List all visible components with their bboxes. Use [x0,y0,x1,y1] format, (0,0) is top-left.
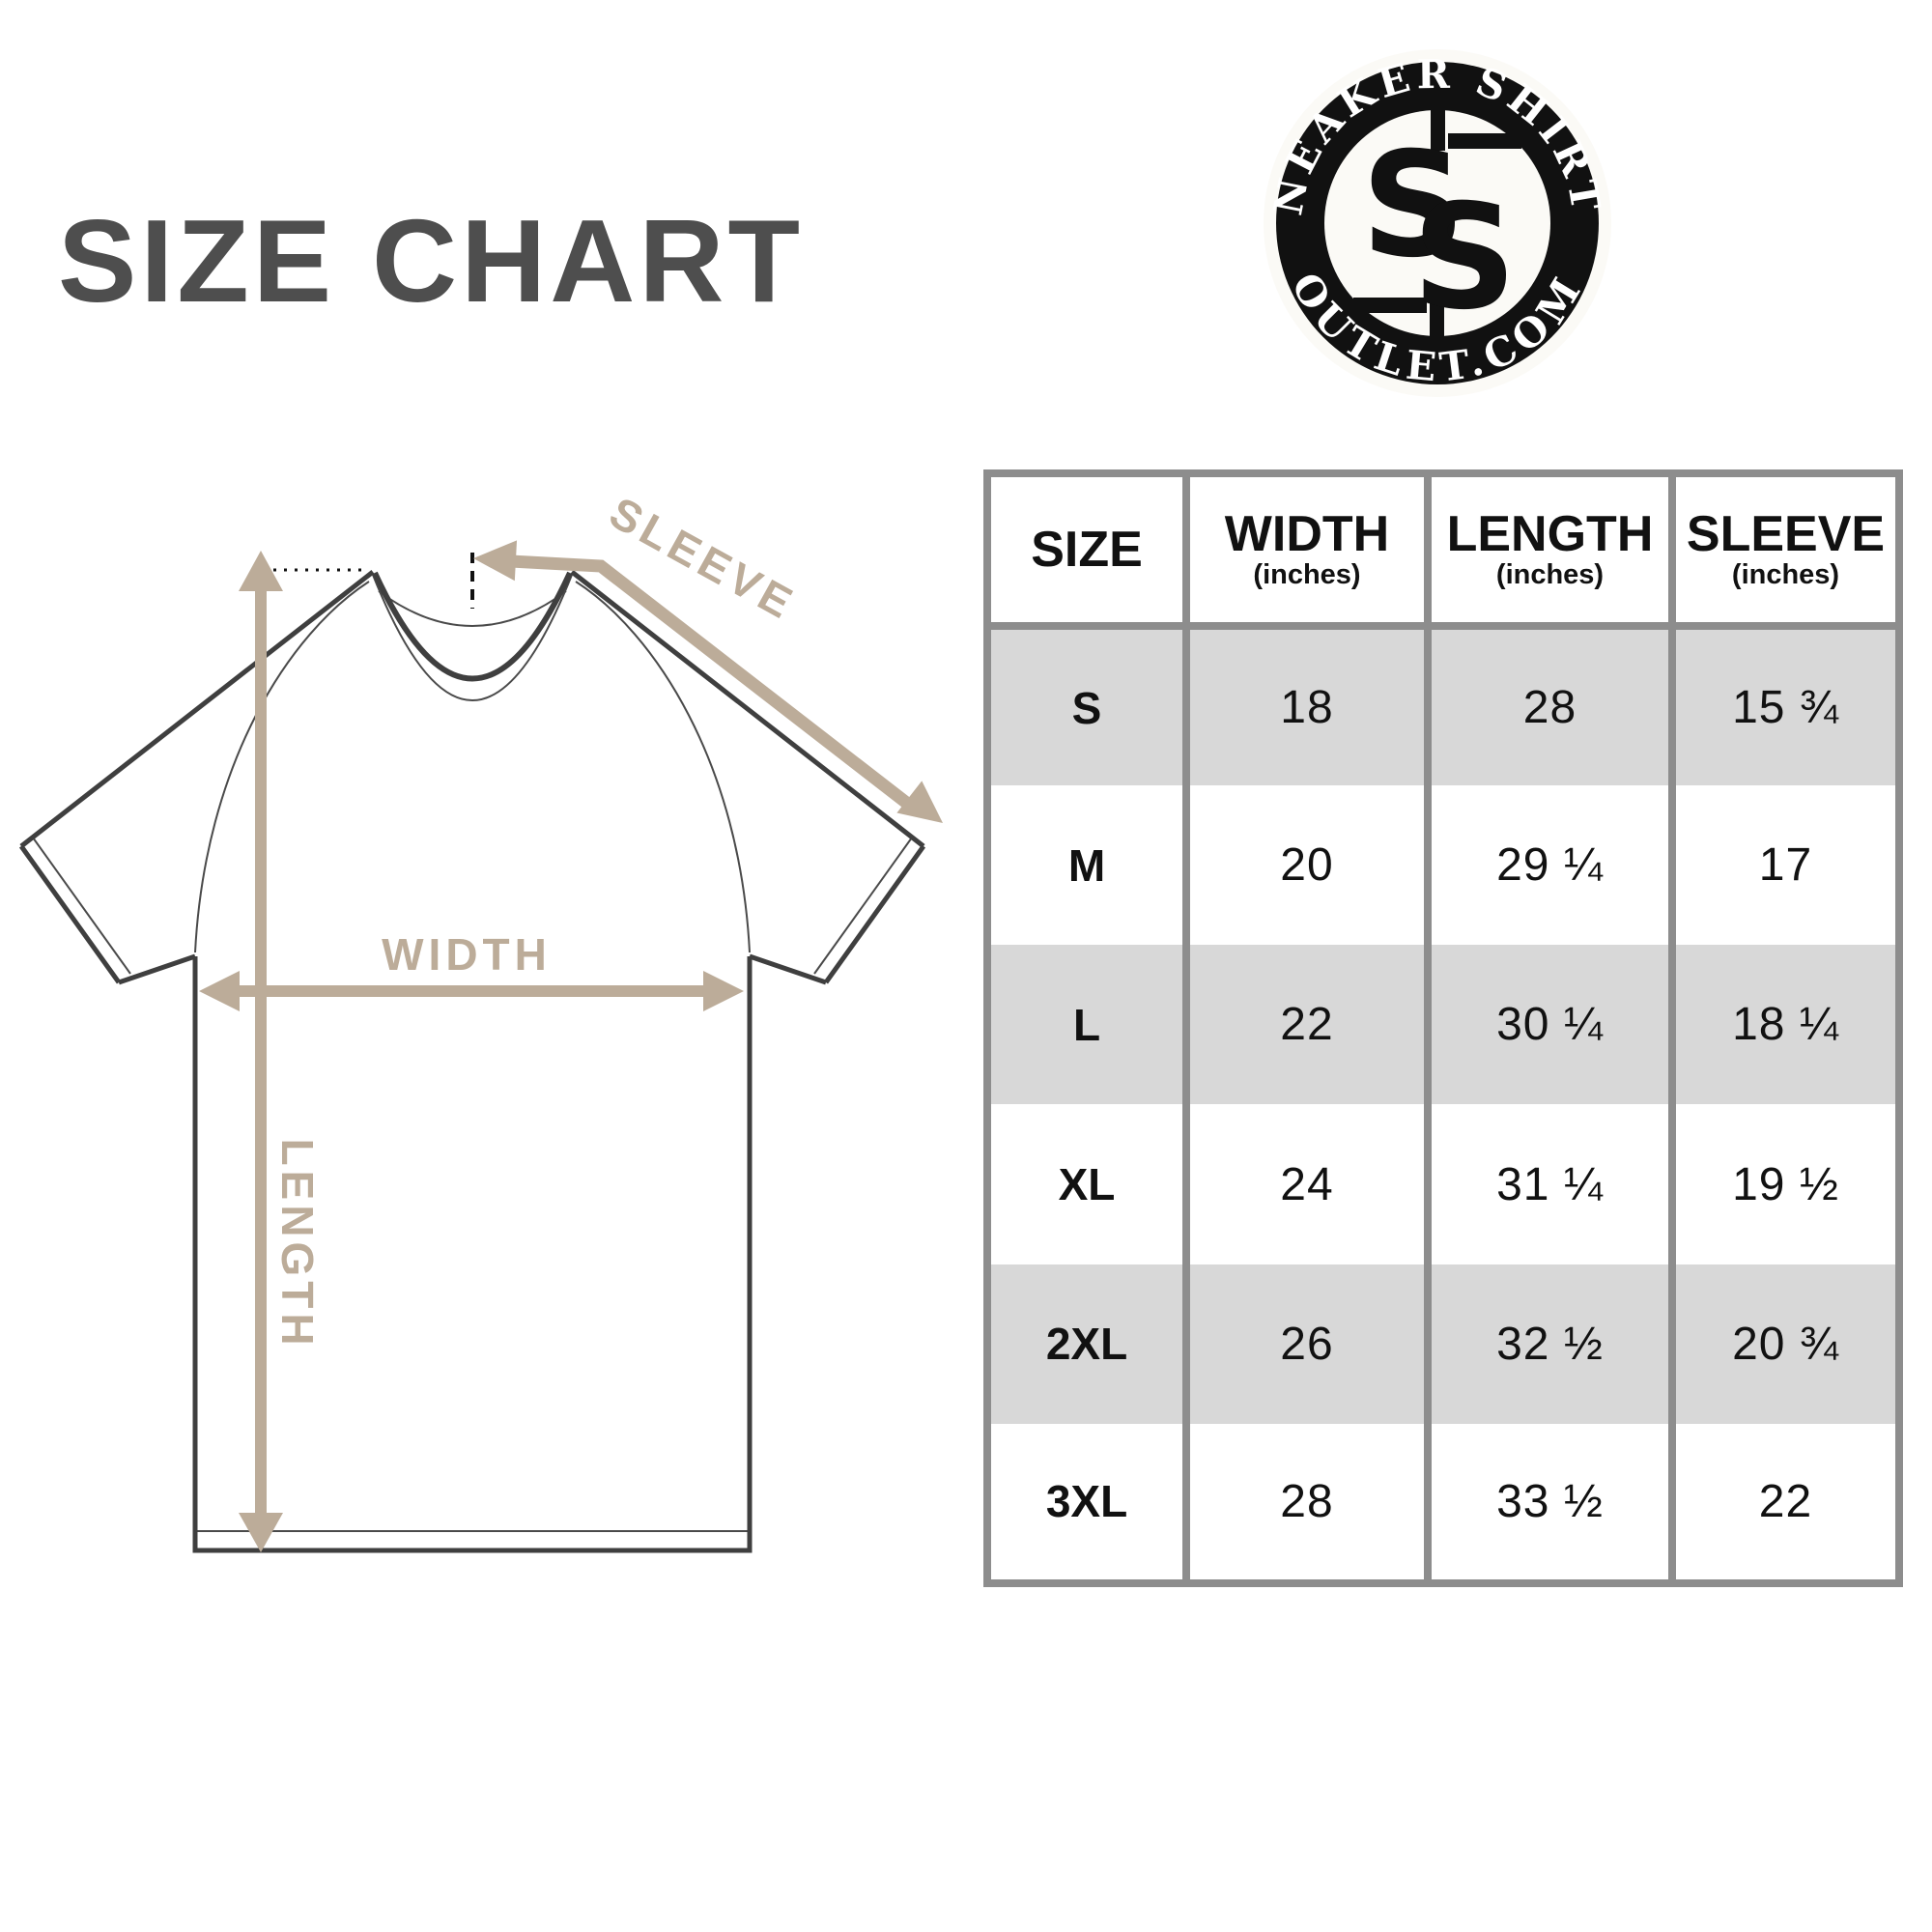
measurement-arrows [199,540,943,1552]
width-value: 26 [1182,1264,1428,1424]
monogram-top-bar [1448,133,1521,149]
right-cuff-seam [813,837,913,975]
cuff-edges [18,844,926,984]
col-header-size-label: SIZE [1031,521,1143,578]
table-row-l: L 22 30 ¼ 18 ¼ [987,945,1899,1105]
size-value: 3XL [1045,1476,1128,1527]
width-arrow-left-head [199,971,240,1011]
length-arrow-up-head [239,551,283,591]
sleeve-value: 22 [1668,1423,1899,1583]
length-value: 29 ¼ [1424,785,1672,946]
monogram-top-stub [1431,110,1445,151]
width-value: 22 [1182,945,1428,1105]
col-header-length-label: LENGTH [1446,505,1654,562]
monogram-bottom-bar [1353,298,1427,313]
sleeve-value: 17 [1668,785,1899,946]
width-value: 28 [1182,1423,1428,1583]
size-table-header: SIZE WIDTH (inches) LENGTH (inches) SLEE… [987,473,1899,630]
sleeve-arrow-left-head [473,540,518,582]
table-row-xl: XL 24 31 ¼ 19 ½ [987,1104,1899,1264]
size-value: M [1067,839,1106,891]
sleeve-value: 15 ¾ [1668,626,1899,786]
collar-back-line [378,590,567,627]
width-label: WIDTH [382,929,552,980]
left-cuff-seam [32,837,131,975]
monogram-s2: S [1412,174,1517,342]
sleeve-value: 20 ¾ [1668,1264,1899,1424]
collar-front-edge [372,571,573,682]
underarm-edges [118,953,827,985]
width-arrow-shaft [238,985,705,997]
collar-outer-seam [372,574,573,701]
sleeve-label: SLEEVE [602,487,805,630]
brand-logo-badge: SNEAKER SHIRTS OUTLET.COM S S [1259,44,1611,397]
length-arrow-shaft [255,587,267,1517]
col-header-sleeve-sub: (inches) [1731,559,1840,591]
length-value: 31 ¼ [1424,1104,1672,1264]
tshirt-thin-lines [32,574,913,1532]
length-value: 32 ½ [1424,1264,1672,1424]
width-value: 24 [1182,1104,1428,1264]
length-value: 30 ¼ [1424,945,1672,1105]
length-value: 28 [1424,626,1672,786]
body-edges [192,956,753,1553]
size-value: L [1072,999,1101,1050]
table-row-s: S 18 28 15 ¾ [987,626,1899,786]
right-shoulder-seam [575,581,751,953]
shoulder-edges [19,570,925,848]
length-value: 33 ½ [1424,1423,1672,1583]
page-title: SIZE CHART [58,195,804,327]
sleeve-arrow-right-head [896,781,943,823]
sleeve-value: 19 ½ [1668,1104,1899,1264]
col-header-width-sub: (inches) [1253,559,1361,591]
tshirt-outline [18,570,926,1553]
col-header-size: SIZE [987,473,1186,630]
width-arrow-right-head [703,971,744,1011]
size-value: XL [1058,1159,1116,1210]
length-label: LENGTH [272,1138,323,1350]
sleeve-value: 18 ¼ [1668,945,1899,1105]
logo-inner-disc [1324,110,1550,336]
width-value: 20 [1182,785,1428,946]
size-value: 2XL [1045,1319,1128,1370]
size-value: S [1071,682,1102,733]
length-arrow-down-head [239,1513,283,1552]
monogram-bottom-stub [1430,296,1444,336]
width-value: 18 [1182,626,1428,786]
table-row-3xl: 3XL 28 33 ½ 22 [987,1423,1899,1583]
col-header-sleeve: SLEEVE (inches) [1668,473,1899,630]
monogram-s1: S [1361,122,1465,290]
col-header-width: WIDTH (inches) [1182,473,1428,630]
table-row-m: M 20 29 ¼ 17 [987,785,1899,946]
col-header-sleeve-label: SLEEVE [1686,505,1886,562]
col-header-width-label: WIDTH [1224,505,1390,562]
tshirt-measurement-diagram: WIDTH LENGTH SLEEVE [18,487,943,1553]
tshirt-body-fill [21,572,923,1550]
sleeve-arrow-shaft [492,554,922,817]
table-row-2xl: 2XL 26 32 ½ 20 ¾ [987,1264,1899,1424]
size-table: SIZE WIDTH (inches) LENGTH (inches) SLEE… [983,469,1903,1587]
col-header-length: LENGTH (inches) [1424,473,1672,630]
ss-monogram-icon: S S [1353,110,1521,342]
col-header-length-sub: (inches) [1495,559,1605,591]
